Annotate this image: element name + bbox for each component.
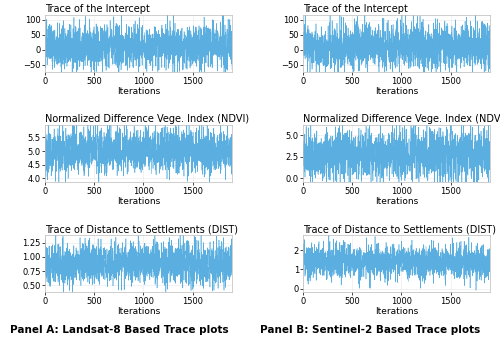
Text: Trace of the Intercept: Trace of the Intercept [45,4,150,15]
X-axis label: Iterations: Iterations [117,197,160,206]
Text: Trace of Distance to Settlements (DIST): Trace of Distance to Settlements (DIST) [45,224,238,234]
X-axis label: Iterations: Iterations [375,307,418,316]
Text: Normalized Difference Vege. Index (NDVI): Normalized Difference Vege. Index (NDVI) [303,114,500,124]
X-axis label: Iterations: Iterations [117,307,160,316]
Text: Normalized Difference Vege. Index (NDVI): Normalized Difference Vege. Index (NDVI) [45,114,249,124]
X-axis label: Iterations: Iterations [375,197,418,206]
Text: Trace of the Intercept: Trace of the Intercept [303,4,408,15]
Text: Panel A: Landsat-8 Based Trace plots: Panel A: Landsat-8 Based Trace plots [10,324,228,335]
Text: Trace of Distance to Settlements (DIST): Trace of Distance to Settlements (DIST) [303,224,496,234]
X-axis label: Iterations: Iterations [117,87,160,96]
Text: Panel B: Sentinel-2 Based Trace plots: Panel B: Sentinel-2 Based Trace plots [260,324,480,335]
X-axis label: Iterations: Iterations [375,87,418,96]
